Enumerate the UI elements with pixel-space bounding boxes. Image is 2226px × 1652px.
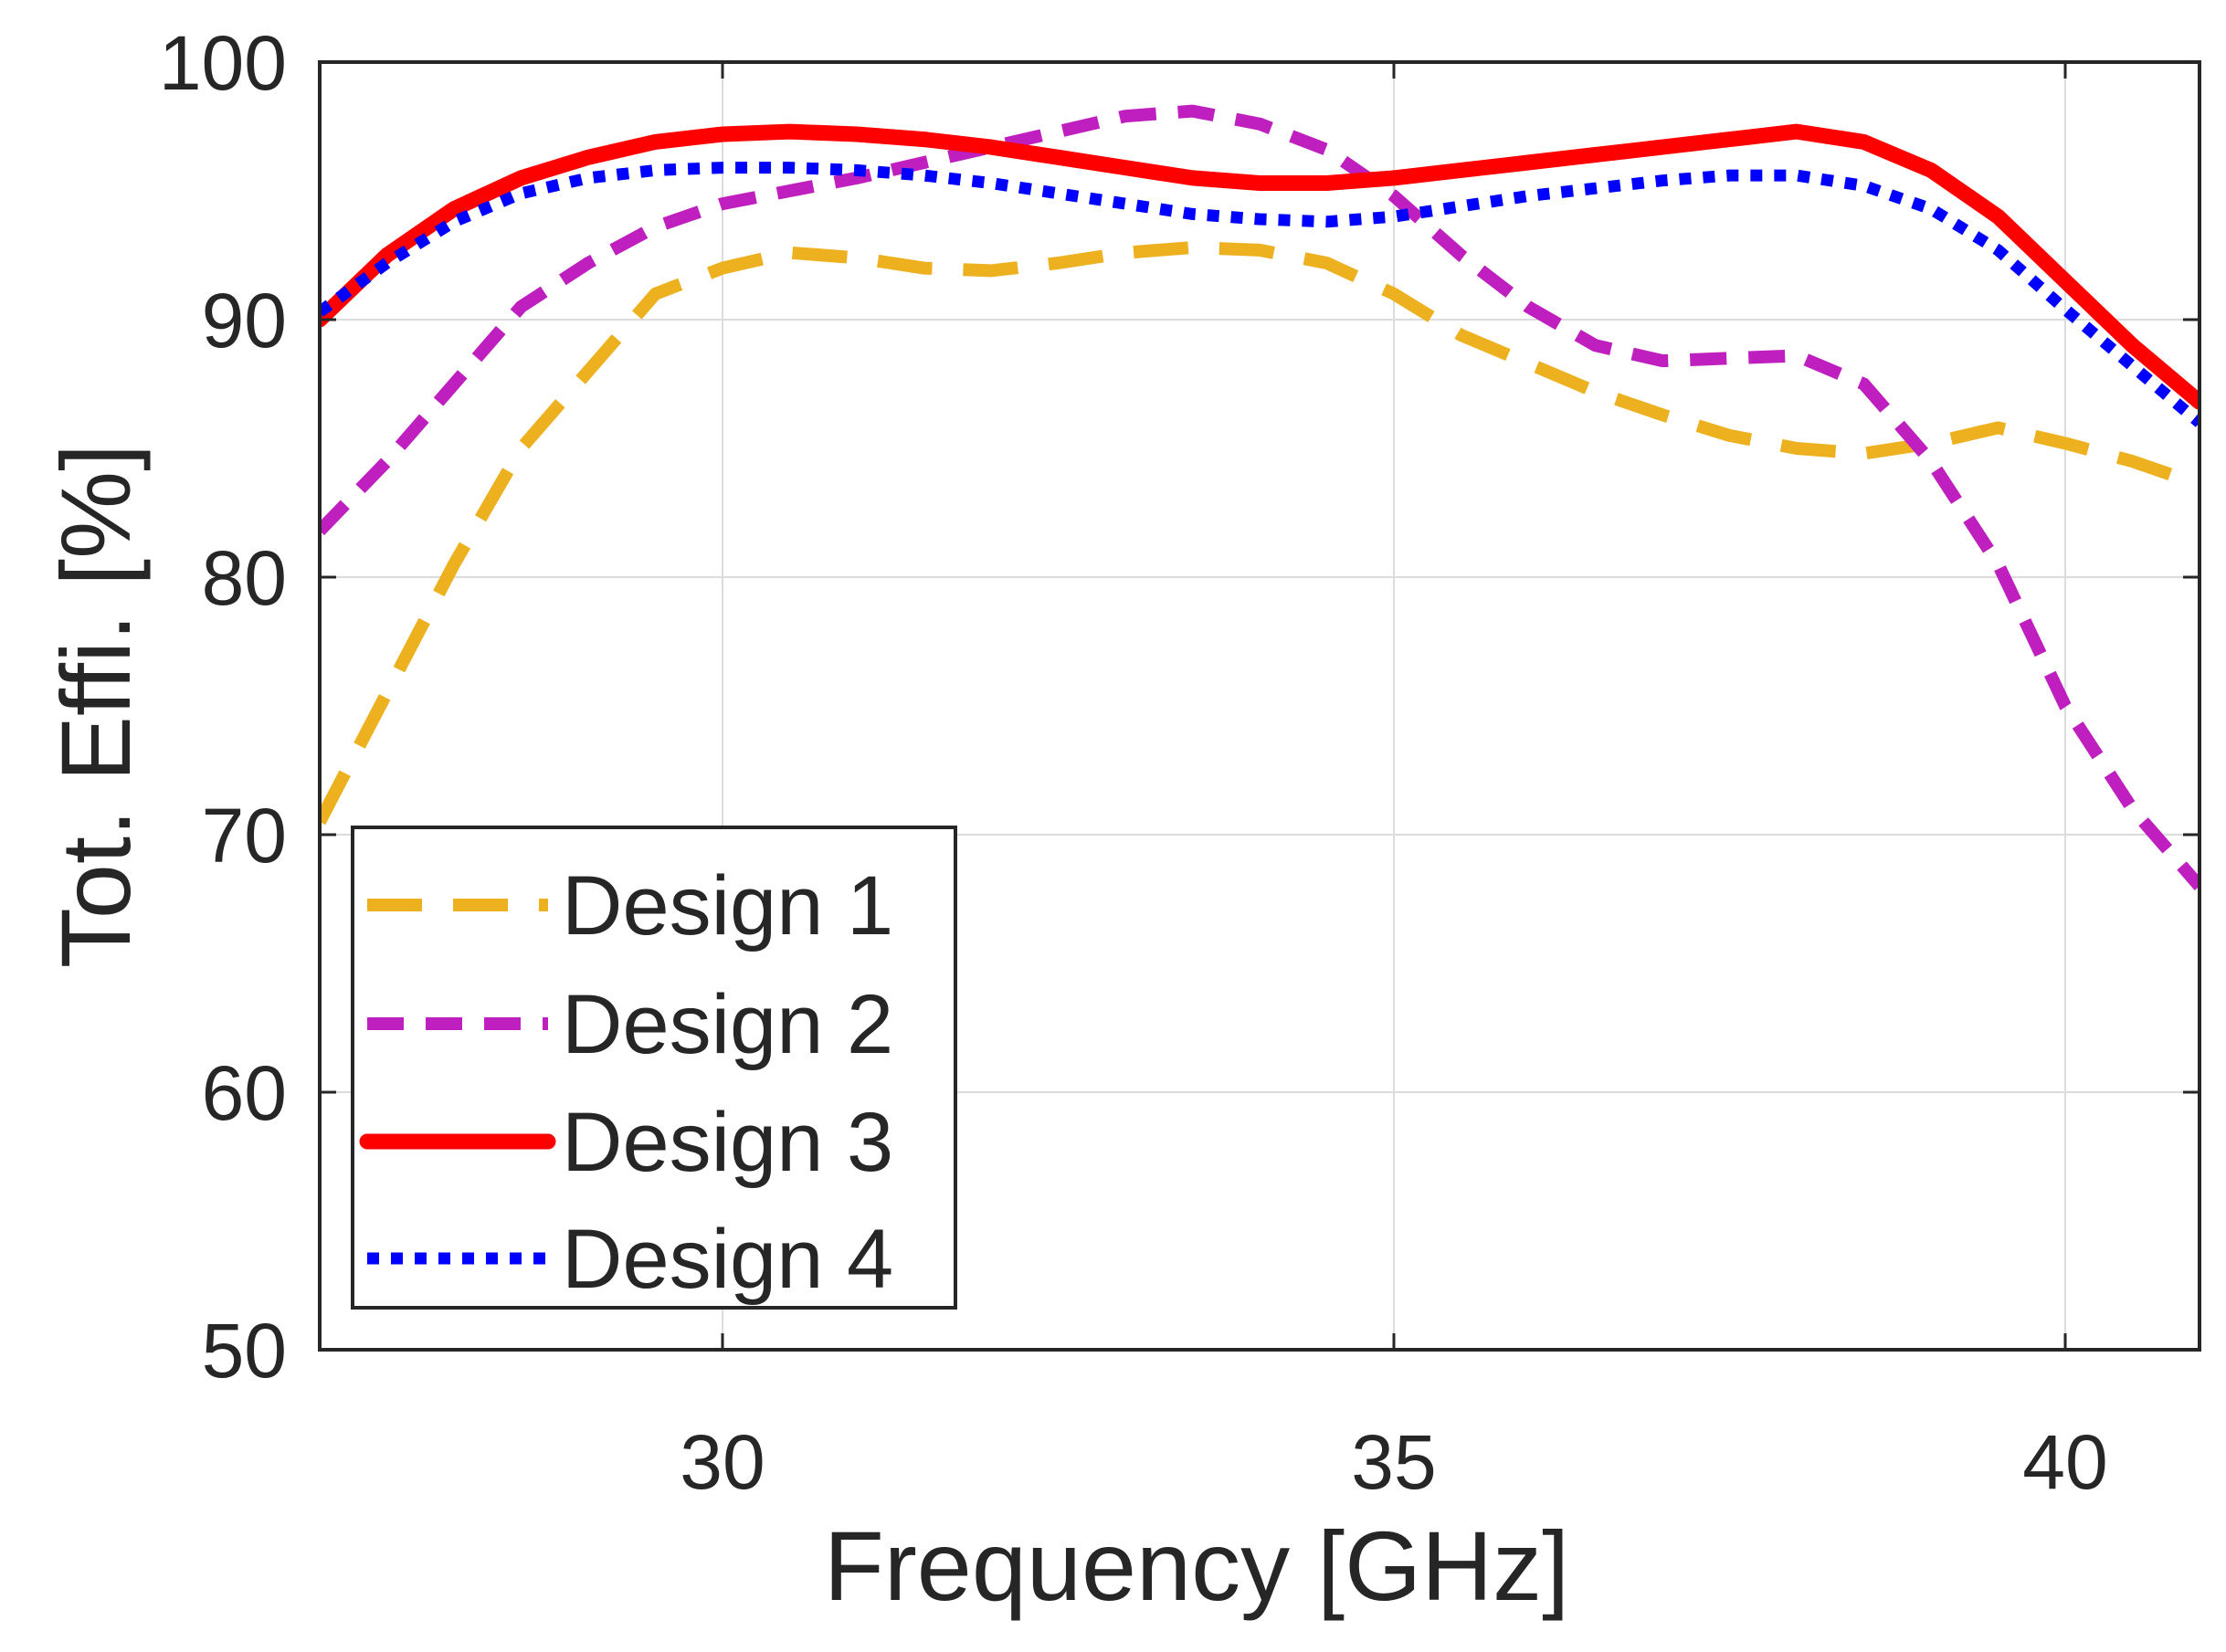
legend-label-design-1: Design 1: [562, 859, 893, 952]
x-tick-label: 40: [2022, 1419, 2107, 1505]
series-line-design-2: [320, 104, 2200, 890]
y-axis-label: Tot. Effi. [%]: [40, 444, 151, 968]
legend: Design 1 Design 2 Design 3 Design 4: [351, 826, 957, 1310]
y-tick-label: 50: [202, 1308, 287, 1394]
legend-label-design-4: Design 4: [562, 1213, 893, 1306]
series-line-design-1: [320, 241, 2200, 826]
series-line-design-4: [320, 162, 2200, 427]
series-line-design-3: [320, 123, 2200, 410]
plot-area-frame: [318, 60, 2201, 1352]
x-tick-label: 35: [1351, 1419, 1436, 1505]
y-tick-label: 100: [159, 20, 287, 106]
series-lines: [320, 104, 2200, 890]
x-tick-label: 30: [680, 1419, 765, 1505]
y-tick-label: 80: [202, 535, 287, 621]
legend-label-design-2: Design 2: [562, 978, 893, 1071]
axis-ticks: 30 35 40 50 60 70 80 90 100: [159, 20, 2200, 1505]
y-tick-label: 60: [202, 1050, 287, 1136]
y-tick-label: 70: [202, 793, 287, 879]
y-tick-label: 90: [202, 278, 287, 363]
x-axis-label: Frequency [GHz]: [824, 1510, 1569, 1621]
legend-label-design-3: Design 3: [562, 1096, 893, 1189]
